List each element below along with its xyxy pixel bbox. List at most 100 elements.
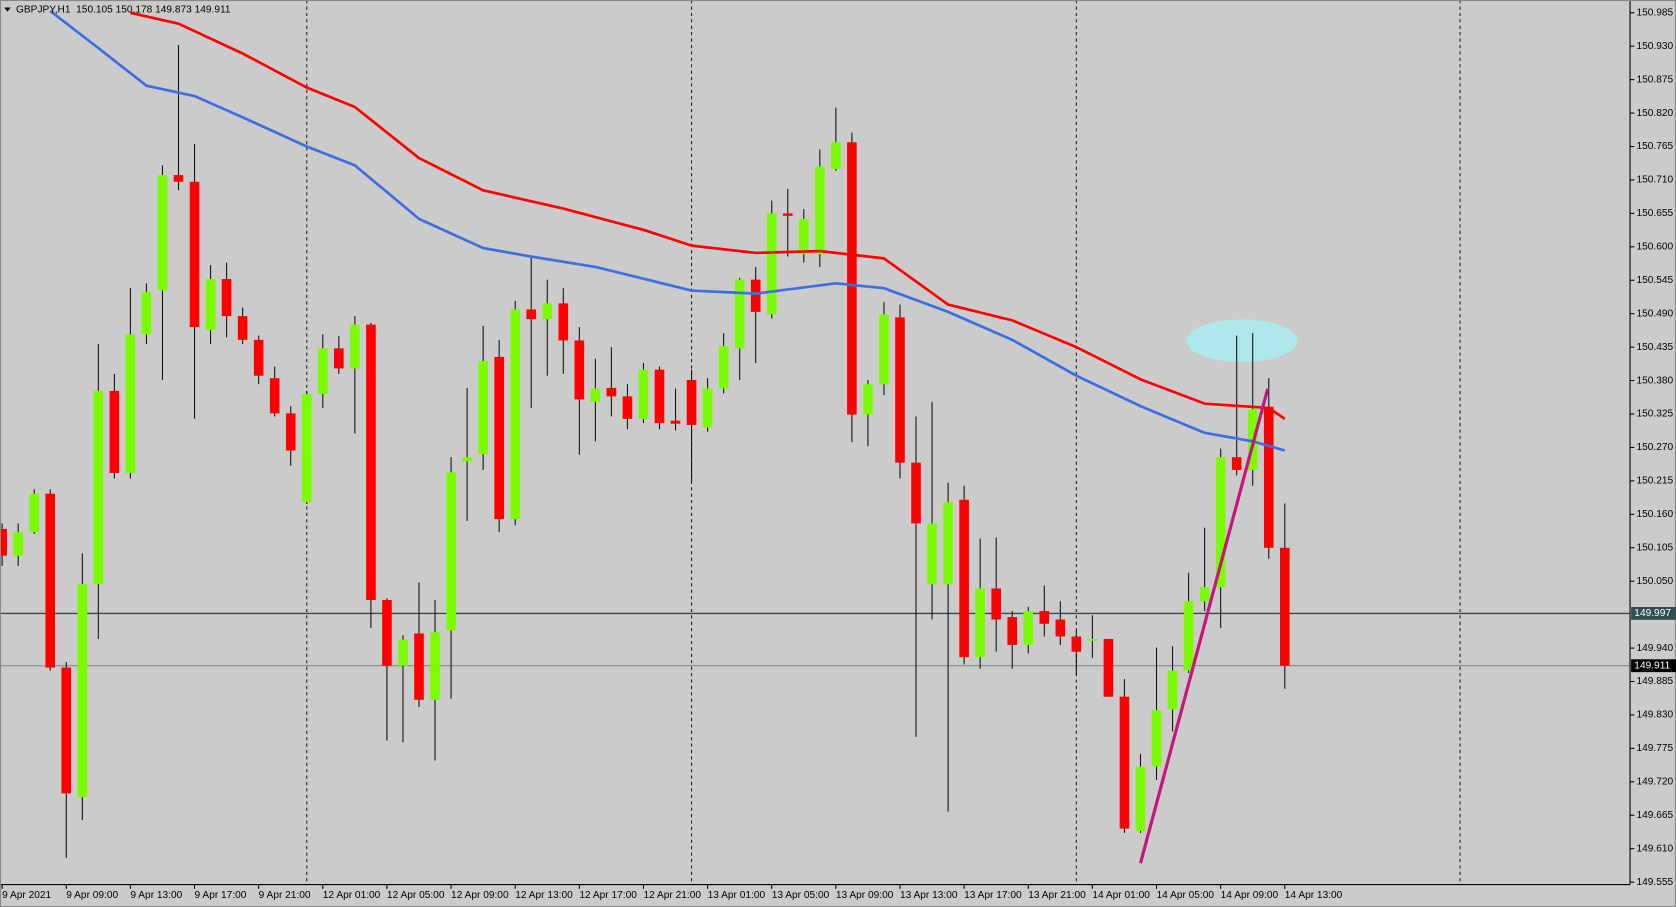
candle-body xyxy=(430,632,440,700)
y-tick-label: 149.610 xyxy=(1636,843,1673,854)
candle-body xyxy=(1087,638,1098,641)
candle-body xyxy=(959,499,969,658)
candle-body xyxy=(686,379,697,425)
candle-body xyxy=(863,384,873,415)
candle-body xyxy=(1231,457,1242,470)
candle-body xyxy=(382,600,392,666)
candle-body xyxy=(29,493,40,532)
candle-body xyxy=(702,388,713,428)
y-tick-label: 149.665 xyxy=(1636,810,1673,821)
y-tick-label: 150.875 xyxy=(1636,74,1673,85)
y-tick-label: 150.820 xyxy=(1636,108,1673,119)
candle-body xyxy=(205,279,216,331)
candle-body xyxy=(1151,710,1162,767)
y-tick-label: 150.655 xyxy=(1636,208,1673,219)
candle-body xyxy=(269,378,280,414)
y-tick-label: 150.600 xyxy=(1636,242,1673,253)
x-tick-label: 9 Apr 17:00 xyxy=(195,890,247,901)
candle-body xyxy=(750,279,761,312)
y-tick-label: 150.050 xyxy=(1636,576,1673,587)
candle-body xyxy=(831,142,841,170)
candle-body xyxy=(927,523,937,585)
x-tick-label: 12 Apr 01:00 xyxy=(323,890,381,901)
candle-body xyxy=(1183,601,1194,671)
candle-body xyxy=(141,291,152,335)
y-tick-label: 149.555 xyxy=(1636,877,1673,888)
candle-body xyxy=(798,218,809,255)
candle-body xyxy=(414,633,424,700)
price-level-box xyxy=(1631,659,1676,673)
candle-body xyxy=(1263,406,1274,548)
y-tick-label: 150.490 xyxy=(1636,308,1673,319)
y-tick-label: 149.885 xyxy=(1636,676,1673,687)
price-level-box xyxy=(1631,607,1676,620)
candle-body xyxy=(654,369,665,424)
candle-body xyxy=(1135,766,1146,832)
x-tick-label: 13 Apr 21:00 xyxy=(1028,890,1086,901)
x-tick-label: 9 Apr 21:00 xyxy=(259,890,311,901)
candle-body xyxy=(638,369,649,419)
menu-arrow[interactable] xyxy=(4,7,11,12)
y-tick-label: 150.380 xyxy=(1636,375,1673,386)
candle-body xyxy=(301,393,312,503)
y-tick-label: 149.775 xyxy=(1636,743,1673,754)
candle-body xyxy=(622,396,633,419)
candle-body xyxy=(606,387,617,397)
y-tick-label: 149.830 xyxy=(1636,710,1673,721)
y-tick-label: 149.720 xyxy=(1636,777,1673,788)
candle-body xyxy=(253,339,264,376)
candle-body xyxy=(766,213,777,315)
candle-body xyxy=(1071,636,1082,652)
candle-body xyxy=(237,316,248,340)
candle-body xyxy=(173,175,184,182)
candle-body xyxy=(1103,638,1114,697)
candle-body xyxy=(991,588,1002,620)
candle-body xyxy=(670,420,681,424)
x-tick-label: 13 Apr 13:00 xyxy=(900,890,958,901)
candle-body xyxy=(895,317,905,463)
x-tick-label: 12 Apr 05:00 xyxy=(387,890,445,901)
price-level-label: 149.911 xyxy=(1634,660,1670,671)
candle-body xyxy=(93,390,104,585)
candle-body xyxy=(366,324,376,601)
candle-body xyxy=(590,388,601,402)
candle-body xyxy=(61,667,72,794)
candle-body xyxy=(1039,610,1050,624)
x-tick-label: 14 Apr 01:00 xyxy=(1092,890,1150,901)
y-tick-label: 150.160 xyxy=(1636,509,1673,520)
candle-body xyxy=(478,361,488,455)
candle-body xyxy=(77,584,88,798)
y-tick-label: 150.435 xyxy=(1636,342,1673,353)
candle-body xyxy=(1199,587,1210,602)
x-tick-label: 12 Apr 13:00 xyxy=(515,890,573,901)
plot xyxy=(0,9,1631,858)
x-tick-label: 14 Apr 05:00 xyxy=(1157,890,1215,901)
y-tick-label: 150.710 xyxy=(1636,175,1673,186)
candle-body xyxy=(815,166,825,255)
candle-body xyxy=(1023,610,1034,646)
y-tick-label: 150.545 xyxy=(1636,275,1673,286)
candle-body xyxy=(462,457,472,462)
candle-body xyxy=(734,279,745,349)
chart-title: GBPJPY,H1 150.105 150.178 149.873 149.91… xyxy=(16,4,231,15)
moving-average xyxy=(130,11,1286,420)
candle-body xyxy=(975,588,985,658)
candle-body xyxy=(1167,670,1178,710)
y-tick-label: 150.215 xyxy=(1636,476,1673,487)
y-tick-label: 150.105 xyxy=(1636,542,1673,553)
x-tick-label: 9 Apr 2021 xyxy=(2,890,51,901)
candle-body xyxy=(13,531,23,556)
trend-line xyxy=(1138,388,1270,864)
price-level-label: 149.997 xyxy=(1634,608,1671,619)
candle-body xyxy=(1055,619,1066,637)
y-tick-label: 149.940 xyxy=(1636,643,1673,654)
x-tick-label: 13 Apr 05:00 xyxy=(772,890,830,901)
candle-body xyxy=(943,502,953,585)
x-tick-label: 12 Apr 21:00 xyxy=(643,890,701,901)
candle-body xyxy=(189,181,200,328)
candle-body xyxy=(1215,457,1226,588)
y-tick-label: 150.765 xyxy=(1636,141,1673,152)
